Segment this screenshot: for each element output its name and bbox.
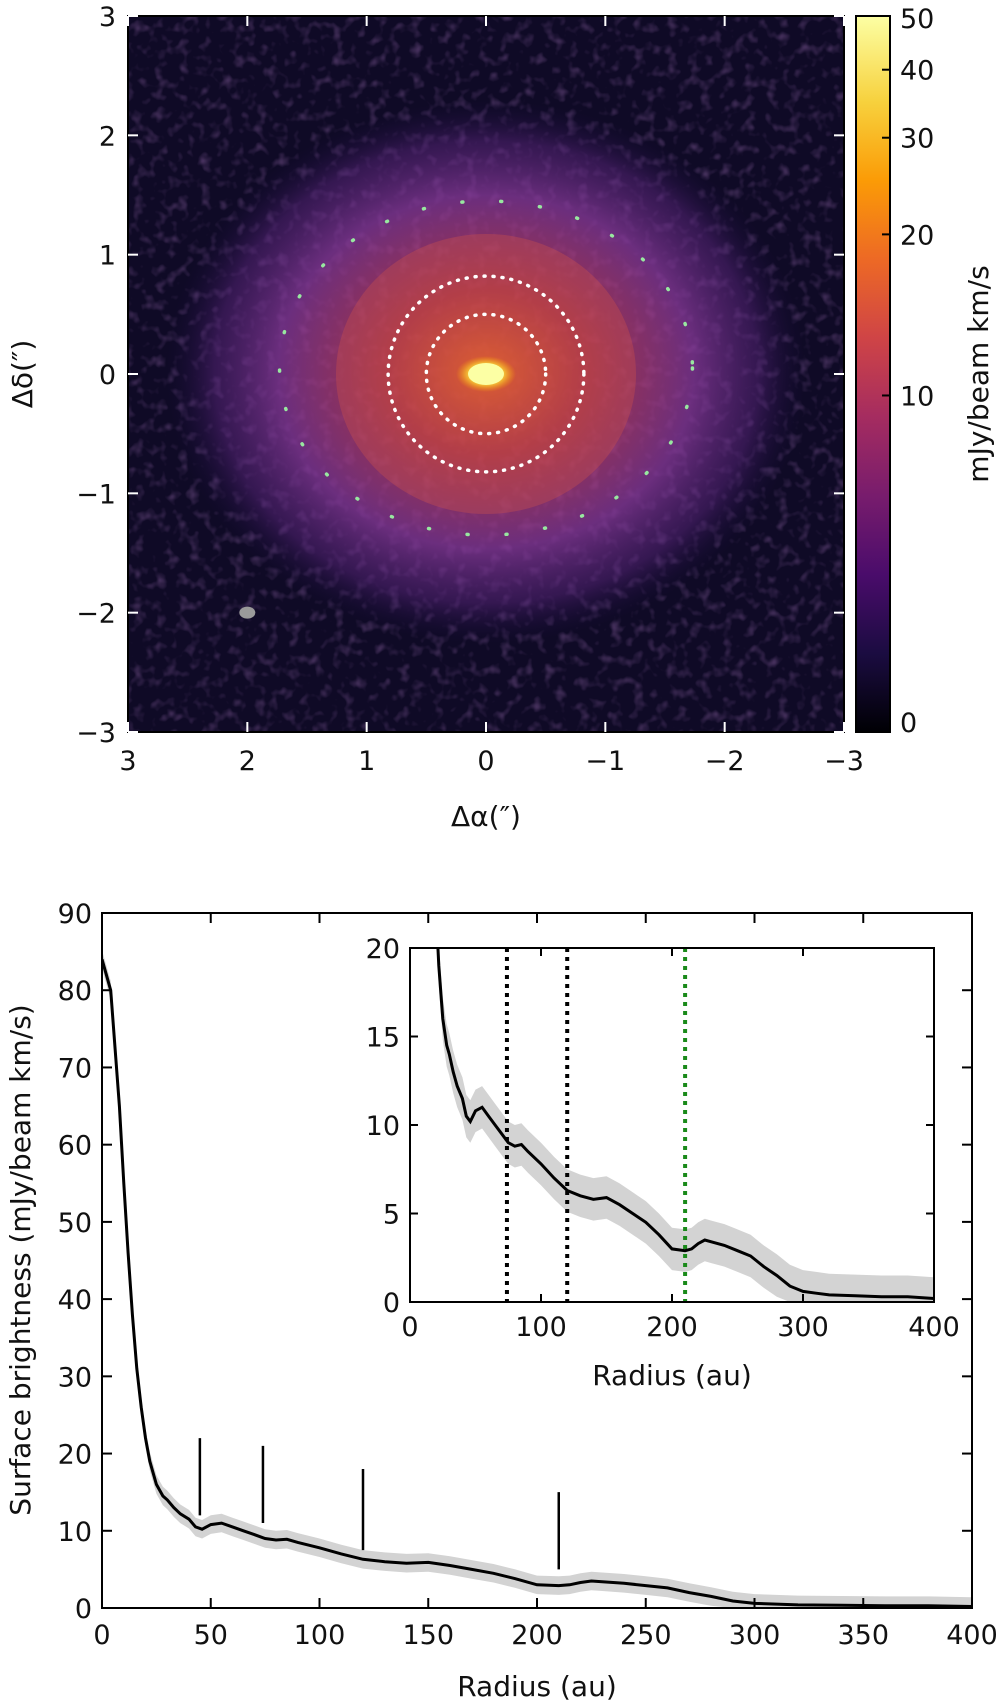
map-x-tick-label: −1 — [585, 746, 625, 777]
map-y-tick-label: 2 — [99, 121, 116, 152]
profile-y-tick-label: 40 — [58, 1285, 92, 1316]
profile-y-tick-label: 0 — [75, 1594, 92, 1625]
map-y-tick-label: −2 — [76, 599, 116, 630]
map-y-tick-label: −3 — [76, 718, 116, 749]
profile-y-tick-label: 70 — [58, 1053, 92, 1084]
colorbar-tick-label: 40 — [900, 56, 934, 87]
profile-x-tick-label: 200 — [511, 1620, 563, 1651]
profile-x-tick-label: 350 — [837, 1620, 889, 1651]
inset-y-tick-label: 10 — [366, 1111, 400, 1142]
profile-x-tick-label: 50 — [194, 1620, 228, 1651]
profile-y-tick-label: 80 — [58, 976, 92, 1007]
profile-x-tick-label: 150 — [402, 1620, 454, 1651]
inset-x-axis-label: Radius (au) — [592, 1359, 752, 1392]
inset-y-tick-label: 5 — [383, 1200, 400, 1231]
colorbar-tick-label: 30 — [900, 124, 934, 155]
profile-x-tick-label: 100 — [294, 1620, 346, 1651]
profile-y-tick-label: 60 — [58, 1131, 92, 1162]
colorbar-gradient — [856, 16, 890, 732]
central-peak-highlight — [468, 363, 504, 385]
map-y-tick-label: 0 — [99, 360, 116, 391]
profile-y-tick-label: 30 — [58, 1362, 92, 1393]
map-y-tick-label: 3 — [99, 2, 116, 33]
inset-x-tick-label: 400 — [908, 1312, 960, 1343]
map-x-tick-label: 1 — [358, 746, 375, 777]
inset-x-tick-label: 100 — [515, 1312, 567, 1343]
map-x-tick-label: 0 — [477, 746, 494, 777]
colorbar-tick-label: 0 — [900, 708, 917, 739]
profile-y-tick-label: 20 — [58, 1440, 92, 1471]
profile-y-axis-label: Surface brightness (mJy/beam km/s) — [4, 1004, 37, 1515]
colorbar-tick-label: 20 — [900, 220, 934, 251]
profile-y-tick-label: 10 — [58, 1517, 92, 1548]
colorbar-tick-label: 10 — [900, 381, 934, 412]
map-y-tick-label: −1 — [76, 479, 116, 510]
profile-y-tick-label: 90 — [58, 899, 92, 930]
profile-x-tick-label: 0 — [93, 1620, 110, 1651]
colorbar-label: mJy/beam km/s — [962, 265, 995, 482]
profile-x-tick-label: 250 — [620, 1620, 672, 1651]
inset-x-tick-label: 0 — [401, 1312, 418, 1343]
inset-x-tick-label: 200 — [646, 1312, 698, 1343]
inset-x-tick-label: 300 — [777, 1312, 829, 1343]
map-x-tick-label: −2 — [705, 746, 745, 777]
profile-x-axis-label: Radius (au) — [457, 1670, 617, 1700]
inset-y-tick-label: 15 — [366, 1023, 400, 1054]
map-x-axis-label: Δα(″) — [451, 800, 521, 833]
map-x-tick-label: −3 — [824, 746, 864, 777]
profile-y-tick-label: 50 — [58, 1208, 92, 1239]
map-x-tick-label: 3 — [119, 746, 136, 777]
beam-ellipse — [239, 607, 255, 619]
map-x-tick-label: 2 — [239, 746, 256, 777]
inset-y-tick-label: 20 — [366, 934, 400, 965]
ring-markers — [200, 1438, 559, 1569]
profile-x-tick-label: 400 — [946, 1620, 998, 1651]
colorbar-tick-label: 50 — [900, 4, 934, 35]
inset-y-tick-label: 0 — [383, 1288, 400, 1319]
map-y-axis-label: Δδ(″) — [6, 340, 39, 409]
colorbar: 0 10 20 30 40 50 mJy/beam km/s — [856, 4, 995, 739]
profile-x-tick-label: 300 — [729, 1620, 781, 1651]
map-y-tick-label: 1 — [99, 241, 116, 272]
intensity-map-panel: 3 2 1 0 −1 −2 −3 −3 −2 −1 0 1 2 3 Δα(″) Δδ(″) — [6, 2, 864, 833]
